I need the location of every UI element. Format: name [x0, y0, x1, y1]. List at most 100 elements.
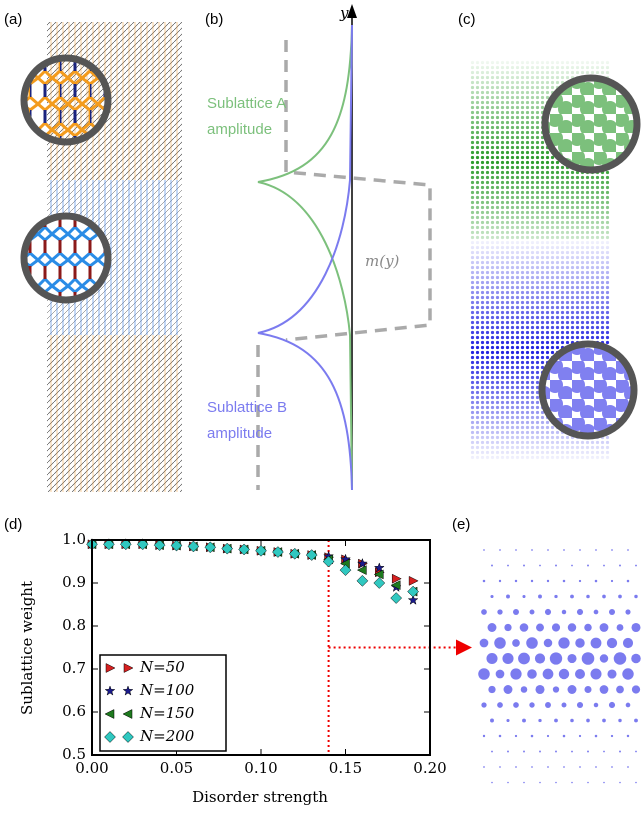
site: [595, 549, 597, 551]
site: [625, 702, 631, 708]
zoom-ring: [538, 340, 638, 440]
site: [590, 637, 602, 649]
legend-marker: [123, 663, 134, 673]
site: [571, 564, 573, 567]
site: [507, 750, 509, 753]
legend-marker: [122, 709, 133, 719]
site: [602, 594, 606, 599]
site: [522, 718, 526, 723]
site: [587, 750, 589, 753]
legend-marker: [104, 685, 116, 696]
site: [544, 608, 552, 616]
site: [546, 734, 550, 738]
site: [608, 701, 616, 709]
site: [555, 750, 557, 753]
site: [530, 579, 534, 583]
site: [534, 653, 546, 664]
point: [238, 543, 250, 556]
site: [562, 734, 566, 738]
point: [339, 564, 352, 576]
site: [575, 669, 585, 679]
site: [567, 623, 577, 632]
site: [555, 564, 557, 567]
site: [622, 637, 634, 649]
site: [514, 579, 518, 583]
amplitude-b: [257, 24, 353, 491]
site: [483, 549, 485, 551]
site: [490, 594, 494, 599]
site: [627, 549, 629, 551]
site: [494, 637, 506, 649]
mass-label: m(y): [365, 252, 400, 270]
panel-label: (d): [4, 516, 22, 533]
site: [515, 766, 517, 768]
site: [499, 766, 501, 768]
site: [635, 750, 637, 753]
point: [255, 544, 267, 557]
site: [495, 669, 505, 679]
site: [539, 564, 541, 567]
site: [578, 579, 582, 583]
point: [356, 565, 367, 576]
mass-profile: [256, 40, 432, 490]
site: [561, 702, 567, 708]
site: [527, 669, 537, 679]
site: [542, 668, 554, 680]
plot-frame: [91, 539, 431, 756]
site: [631, 622, 641, 633]
y-tick-label: 0.8: [62, 616, 86, 634]
panel-label: (e): [452, 516, 470, 533]
site: [611, 766, 613, 768]
site: [498, 579, 502, 583]
site: [506, 594, 510, 599]
y-tick-label: 0.7: [62, 659, 86, 677]
site: [479, 638, 489, 648]
site: [611, 549, 613, 551]
site: [539, 750, 541, 753]
site: [616, 624, 624, 631]
point: [221, 542, 234, 555]
y-tick-label: 0.9: [62, 573, 86, 591]
site: [512, 639, 520, 647]
x-tick-label: 0.10: [244, 759, 277, 777]
site: [554, 594, 558, 599]
site: [486, 652, 498, 665]
site: [590, 668, 602, 680]
point: [356, 557, 368, 569]
site: [491, 781, 493, 784]
legend-label: N=100: [139, 681, 195, 699]
site: [610, 579, 614, 583]
point: [407, 594, 419, 605]
site: [599, 623, 609, 632]
legend-marker: [122, 731, 134, 743]
site: [613, 652, 627, 665]
legend-box: [99, 654, 227, 752]
site: [538, 594, 542, 599]
site: [606, 637, 618, 649]
site: [631, 685, 641, 694]
site: [539, 781, 541, 784]
site: [561, 609, 567, 615]
point: [288, 547, 301, 560]
site: [482, 579, 486, 583]
site: [578, 734, 582, 738]
site: [562, 579, 566, 583]
site: [631, 653, 641, 664]
site: [593, 702, 599, 708]
site: [491, 564, 493, 567]
point: [305, 549, 318, 561]
point: [170, 539, 183, 552]
site: [523, 564, 525, 567]
site: [481, 702, 487, 708]
site: [526, 637, 538, 649]
site: [510, 668, 522, 680]
site: [634, 594, 638, 599]
label-b: amplitude: [207, 425, 272, 442]
site: [497, 702, 503, 708]
site: [586, 718, 590, 723]
site: [599, 685, 609, 694]
plot: 0.00 0.05 0.10 0.15 0.20 0.5 0.6 0.7 0.8 0.9 1.0 N=…: [62, 530, 472, 777]
site: [571, 781, 573, 784]
site: [634, 718, 638, 723]
site: [555, 781, 557, 784]
